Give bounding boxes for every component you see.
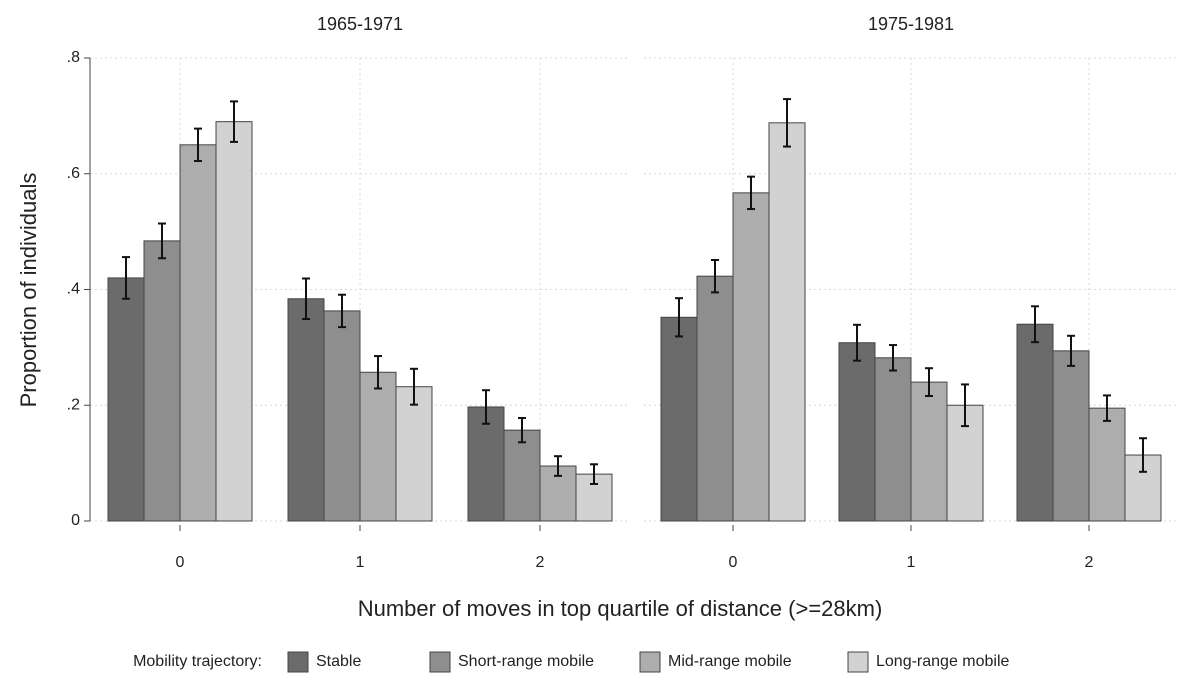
x-tick-label: 1 [907, 554, 916, 571]
legend-label: Long-range mobile [876, 653, 1010, 670]
x-tick-label: 1 [356, 554, 365, 571]
x-tick-label: 2 [536, 554, 545, 571]
x-axis-label: Number of moves in top quartile of dista… [358, 596, 883, 621]
y-tick-label: .2 [67, 396, 80, 413]
panel-title: 1975-1981 [868, 14, 954, 34]
error-bar [783, 98, 791, 148]
error-bar [747, 175, 755, 211]
y-tick-label: .4 [67, 281, 80, 298]
y-tick-label: .8 [67, 49, 80, 66]
y-axis-label: Proportion of individuals [16, 173, 41, 408]
legend-swatch [287, 651, 309, 673]
bar [1052, 350, 1090, 522]
error-bar [1139, 437, 1147, 473]
bar [179, 144, 217, 522]
bar [395, 386, 433, 522]
bar [287, 298, 325, 522]
x-tick-label: 0 [729, 554, 738, 571]
y-tick-label: 0 [71, 512, 80, 529]
bar [660, 316, 698, 522]
legend-label: Short-range mobile [458, 653, 594, 670]
bar [1088, 407, 1126, 522]
error-bar [158, 222, 166, 260]
bar [323, 310, 361, 522]
y-tick-label: .6 [67, 165, 80, 182]
legend-label: Stable [316, 653, 361, 670]
bar [143, 240, 181, 522]
error-bar [675, 297, 683, 338]
bar [732, 192, 770, 522]
error-bar [1067, 334, 1075, 367]
legend-swatch [639, 651, 661, 673]
error-bar [590, 463, 598, 485]
bar [215, 121, 253, 522]
error-bar [853, 323, 861, 362]
error-bar [1103, 394, 1111, 422]
error-bar [961, 383, 969, 428]
error-bar [711, 258, 719, 294]
error-bar [410, 367, 418, 406]
error-bar [338, 293, 346, 329]
bar [768, 122, 806, 522]
bar [910, 381, 948, 522]
error-bar [482, 389, 490, 425]
error-bar [925, 367, 933, 397]
bar [467, 406, 505, 522]
error-bar [554, 455, 562, 477]
error-bar [230, 100, 238, 143]
bar [359, 371, 397, 522]
bar [838, 342, 876, 522]
error-bar [302, 277, 310, 321]
error-bar [122, 256, 130, 300]
bar [696, 275, 734, 522]
legend-swatch [847, 651, 869, 673]
legend-title: Mobility trajectory: [133, 653, 262, 670]
panel-title: 1965-1971 [317, 14, 403, 34]
error-bar [518, 416, 526, 444]
error-bar [889, 344, 897, 372]
legend-label: Mid-range mobile [668, 653, 792, 670]
x-tick-label: 2 [1085, 554, 1094, 571]
error-bar [374, 355, 382, 390]
bar [107, 277, 145, 522]
error-bar [194, 127, 202, 163]
x-tick-label: 0 [176, 554, 185, 571]
error-bar [1031, 305, 1039, 344]
bar [874, 357, 912, 522]
legend-swatch [429, 651, 451, 673]
bar [503, 429, 541, 522]
bar [1016, 323, 1054, 522]
